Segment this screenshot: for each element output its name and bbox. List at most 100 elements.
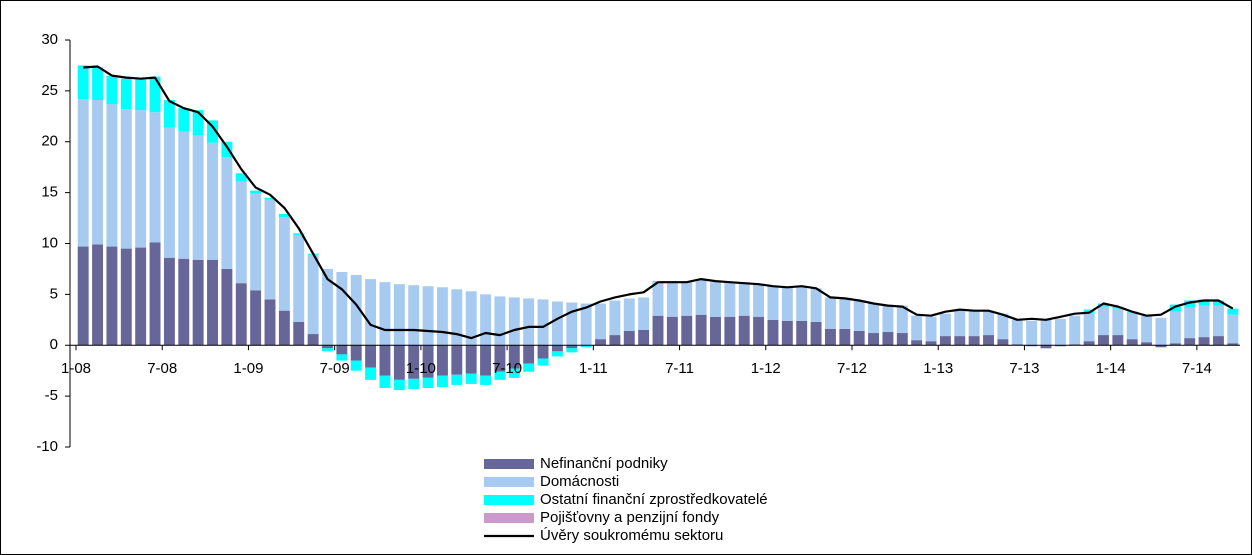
bar (221, 268, 233, 346)
bar (1069, 315, 1081, 345)
bar (1212, 336, 1224, 346)
bar (120, 78, 132, 110)
bar (839, 298, 851, 329)
bar (379, 282, 391, 346)
bar (566, 345, 578, 349)
bar (480, 345, 492, 376)
y-tick-label: 15 (41, 184, 58, 201)
bar (997, 339, 1009, 346)
legend-label: Nefinanční podniky (540, 455, 668, 472)
bar (336, 354, 348, 361)
bar (911, 340, 923, 346)
bar (595, 339, 606, 346)
bar (939, 313, 951, 337)
bar (710, 282, 721, 317)
bar (422, 377, 434, 388)
bar (781, 320, 793, 346)
bar (235, 181, 247, 284)
bar (666, 316, 678, 346)
bar (925, 341, 937, 346)
bar (106, 246, 118, 346)
y-tick-label: 10 (41, 234, 58, 251)
bar (278, 217, 290, 311)
bar (896, 305, 908, 334)
bar (724, 316, 736, 346)
bar (1126, 312, 1138, 340)
bar (192, 135, 204, 260)
bar (264, 199, 276, 300)
bar (1198, 337, 1210, 346)
y-tick-label: 5 (50, 285, 58, 302)
bar (135, 110, 147, 248)
legend-swatch (484, 477, 534, 487)
bar (1098, 306, 1109, 336)
bar (207, 142, 218, 260)
bar (1069, 344, 1081, 346)
x-tick-label: 7-13 (1009, 360, 1039, 377)
bar (638, 329, 650, 346)
bar (163, 100, 175, 128)
bar (681, 315, 693, 346)
bar (422, 286, 434, 346)
x-tick-label: 1-09 (233, 360, 263, 377)
bar (523, 345, 535, 364)
legend-swatch (484, 513, 534, 523)
bar (738, 315, 750, 346)
bar (623, 331, 635, 346)
bar (235, 173, 247, 182)
bar (494, 345, 506, 372)
bar (293, 235, 305, 322)
bar (250, 193, 262, 291)
bar (1212, 305, 1224, 337)
bar (494, 296, 506, 346)
bar (681, 281, 693, 316)
bar (911, 315, 923, 341)
bar (983, 310, 994, 336)
bar (1227, 343, 1239, 346)
legend-label: Ostatní finanční zprostředkovatelé (540, 491, 768, 508)
bar (1212, 300, 1224, 306)
bar (997, 313, 1009, 340)
bar (508, 345, 520, 369)
bar (250, 290, 262, 346)
bar (537, 358, 549, 366)
bar (106, 104, 118, 247)
bar (135, 247, 147, 346)
bar (408, 285, 420, 346)
bar (1040, 345, 1052, 349)
bar (580, 303, 592, 346)
bar (379, 375, 391, 388)
bar (1155, 317, 1167, 346)
bar (652, 315, 664, 346)
bar (1184, 307, 1196, 339)
bar (178, 131, 190, 259)
bar (523, 363, 535, 372)
bar (738, 282, 750, 316)
bar (480, 294, 492, 346)
bar (465, 291, 477, 346)
bar (1141, 315, 1153, 343)
bar (465, 345, 477, 374)
bar (609, 335, 621, 346)
bar (494, 371, 506, 380)
bar (336, 271, 348, 346)
bar (896, 333, 908, 346)
bar (954, 310, 966, 337)
legend-label: Pojišťovny a penzijní fondy (540, 509, 720, 526)
bar (120, 109, 132, 249)
bar (1169, 343, 1181, 346)
bar (278, 213, 290, 218)
bar (451, 289, 463, 346)
bar (580, 345, 592, 348)
y-tick-label: -10 (36, 438, 58, 455)
bar (1040, 319, 1052, 346)
bar (1083, 341, 1095, 346)
bar (566, 348, 578, 353)
x-tick-label: 1-12 (751, 360, 781, 377)
bar (192, 110, 204, 136)
bar (480, 375, 492, 385)
bar (422, 345, 434, 378)
bar (221, 141, 233, 158)
x-tick-label: 7-08 (147, 360, 177, 377)
